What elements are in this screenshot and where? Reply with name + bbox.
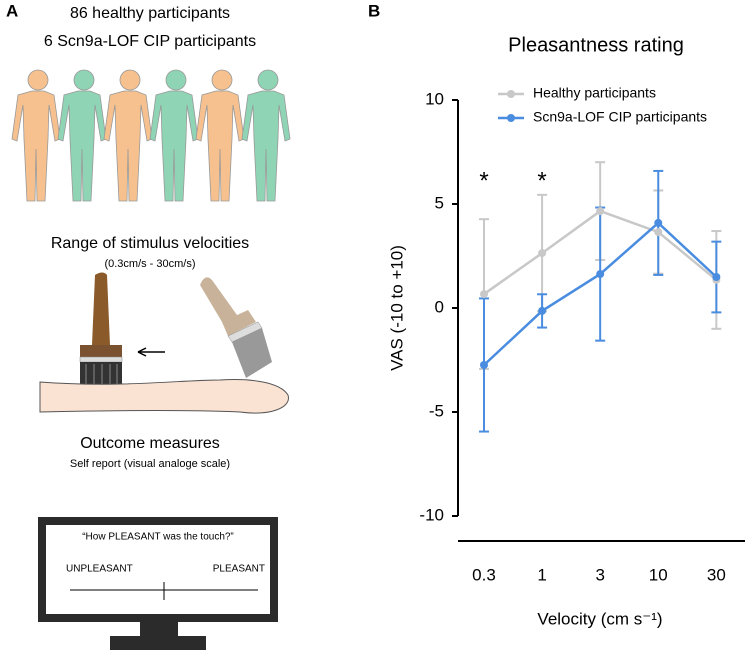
data-point — [596, 270, 605, 279]
section-title: Range of stimulus velocities — [51, 235, 249, 252]
data-point — [654, 228, 663, 237]
legend-label: Healthy participants — [533, 85, 656, 101]
section-title: Outcome measures — [80, 435, 220, 452]
significance-marker: * — [479, 167, 488, 194]
legend-label: Scn9a-LOF CIP participants — [533, 109, 707, 125]
person-figure — [149, 69, 199, 202]
person-figure — [195, 69, 245, 202]
person-figure — [11, 69, 61, 202]
monitor — [38, 517, 278, 650]
data-point — [538, 306, 547, 315]
y-axis-title: VAS (-10 to +10) — [387, 245, 406, 371]
data-point — [538, 249, 547, 258]
x-tick-label: 30 — [707, 565, 726, 584]
y-tick-label: 0 — [435, 297, 444, 316]
section-subtitle: (0.3cm/s - 30cm/s) — [104, 258, 195, 270]
legend-swatch — [507, 90, 515, 98]
x-tick-label: 1 — [537, 565, 546, 584]
screen-label: PLEASANT — [213, 564, 265, 575]
data-point — [480, 360, 488, 369]
brush-illustration — [39, 272, 289, 414]
participant-figures — [11, 69, 291, 202]
panel-letter: A — [6, 1, 18, 20]
x-tick-label: 10 — [649, 565, 668, 584]
y-tick-label: 5 — [435, 193, 444, 212]
x-axis-title: Velocity (cm s⁻¹) — [537, 609, 662, 628]
data-point — [654, 218, 663, 227]
screen-label: UNPLEASANT — [66, 564, 133, 575]
y-tick-label: -10 — [419, 505, 444, 524]
person-figure — [103, 69, 153, 202]
y-tick-label: -5 — [429, 401, 444, 420]
plot: -10 -5 0 5 10 0.3 1 3 10 30 * * Healthy participants… — [419, 85, 745, 584]
data-point — [596, 207, 605, 216]
panel-letter: B — [368, 1, 380, 20]
y-tick-label: 10 — [425, 89, 444, 108]
data-point — [712, 273, 721, 282]
participants-text: 86 healthy participants — [70, 5, 230, 22]
x-tick-label: 0.3 — [472, 565, 496, 584]
participants-text: 6 Scn9a-LOF CIP participants — [44, 33, 256, 50]
chart-title: Pleasantness rating — [508, 34, 684, 56]
person-figure — [241, 69, 291, 202]
section-subtitle: Self report (visual analoge scale) — [70, 458, 230, 470]
significance-marker: * — [537, 167, 546, 194]
x-tick-label: 3 — [595, 565, 604, 584]
screen-question: “How PLEASANT was the touch?” — [82, 532, 234, 543]
data-point — [480, 290, 488, 299]
person-figure — [57, 69, 107, 202]
legend-swatch — [507, 114, 515, 122]
